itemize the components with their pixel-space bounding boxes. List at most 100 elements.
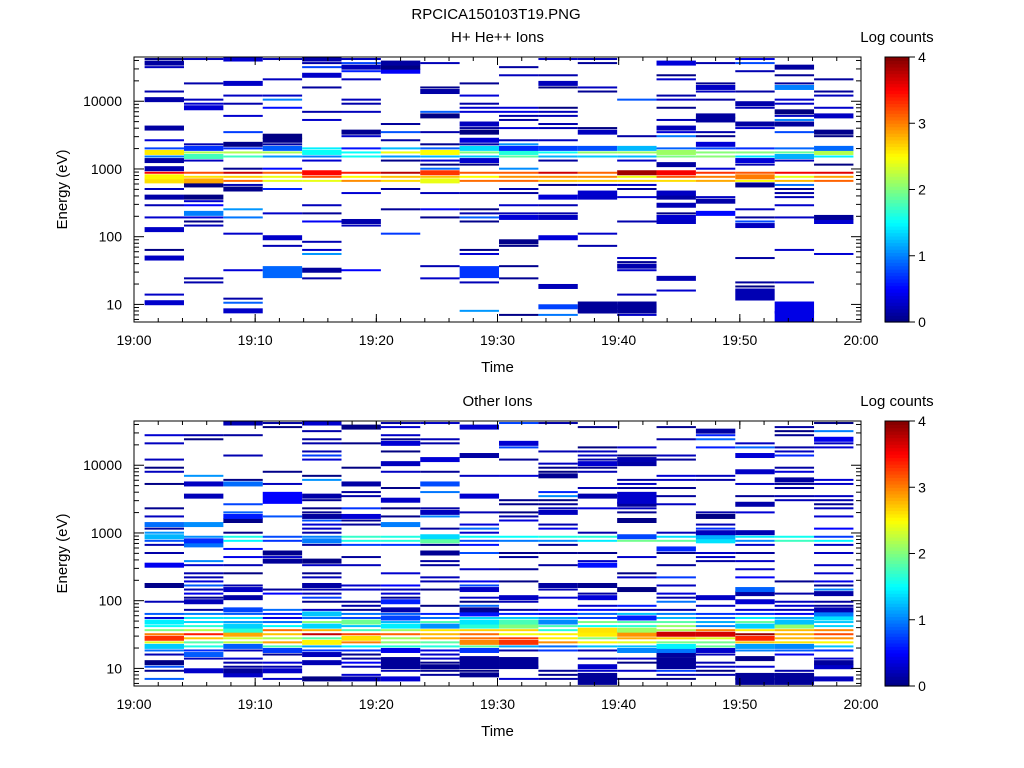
heatmap-cell <box>302 159 342 162</box>
heatmap-cell <box>341 110 381 113</box>
heatmap-cell <box>459 493 500 499</box>
heatmap-cell <box>183 204 224 207</box>
heatmap-cell <box>223 183 263 186</box>
heatmap-cell <box>380 187 421 190</box>
panel-2: Other Ions 19:00 19:10 19:20 19:30 19:40 19:50… <box>54 393 934 740</box>
heatmap-cell <box>814 482 854 485</box>
heatmap-cell <box>183 151 224 154</box>
heatmap-cell <box>380 470 421 473</box>
heatmap-cell <box>814 149 854 155</box>
heatmap-cell <box>144 66 184 69</box>
colorbar-segment <box>885 497 909 502</box>
heatmap-patch <box>656 657 696 670</box>
colorbar-segment <box>885 589 909 594</box>
colorbar-segment <box>885 76 909 81</box>
heatmap-cell <box>774 121 815 127</box>
heatmap-cell <box>656 289 696 292</box>
heatmap-cell <box>814 625 854 628</box>
heatmap-cell <box>341 98 381 101</box>
heatmap-cell <box>695 511 736 514</box>
heatmap-cell <box>617 604 657 607</box>
heatmap-patch <box>459 266 500 279</box>
heatmap-cell <box>814 551 854 554</box>
heatmap-cell <box>262 608 303 611</box>
heatmap-cell <box>223 57 263 62</box>
colorbar-segment <box>885 60 909 65</box>
heatmap-cell <box>223 179 263 182</box>
heatmap-cell <box>223 672 263 678</box>
heatmap-cell <box>380 131 421 134</box>
heatmap-cell <box>380 123 421 126</box>
heatmap-cell <box>262 550 303 556</box>
heatmap-cell <box>302 149 342 155</box>
heatmap-cell <box>577 608 618 611</box>
heatmap-cell <box>302 558 342 564</box>
heatmap-cell <box>695 198 736 204</box>
colorbar-label: Log counts <box>860 29 933 46</box>
heatmap-cell <box>499 118 539 121</box>
colorbar-segment <box>885 467 909 472</box>
heatmap-cell <box>814 478 854 481</box>
heatmap-cell <box>302 527 342 530</box>
heatmap-cell <box>459 129 500 135</box>
heatmap-cell <box>814 649 854 652</box>
heatmap-cell <box>144 147 184 150</box>
heatmap-cell <box>538 625 578 628</box>
heatmap-cell <box>656 621 696 624</box>
heatmap-cell <box>617 135 657 138</box>
heatmap-cell <box>774 109 815 115</box>
heatmap-cell <box>774 183 815 186</box>
heatmap-cell <box>223 186 263 192</box>
heatmap-cell <box>183 576 224 579</box>
heatmap-cell <box>420 616 460 619</box>
heatmap-cell <box>695 616 736 619</box>
heatmap-cell <box>656 155 696 158</box>
colorbar-segment <box>885 272 909 277</box>
heatmap-cell <box>302 637 342 640</box>
heatmap-cell <box>459 639 500 645</box>
heatmap-cell <box>420 208 460 211</box>
heatmap-cell <box>656 426 696 429</box>
heatmap-cell <box>223 478 263 481</box>
heatmap-cell <box>341 58 381 61</box>
heatmap-cell <box>459 619 500 625</box>
heatmap-cell <box>617 501 657 507</box>
heatmap-cell <box>617 183 657 186</box>
heatmap-cell <box>695 534 736 540</box>
heatmap-cell <box>577 627 618 633</box>
heatmap-cell <box>577 232 618 235</box>
colorbar-segment <box>885 159 909 164</box>
heatmap-cell <box>420 657 460 660</box>
heatmap-cell <box>341 495 381 498</box>
colorbar-segment <box>885 440 909 445</box>
heatmap-cell <box>695 604 736 607</box>
heatmap-cell <box>183 596 224 599</box>
heatmap-cell <box>420 192 460 195</box>
heatmap-cell <box>538 470 578 473</box>
heatmap-cell <box>656 190 696 196</box>
heatmap-cell <box>617 159 657 162</box>
heatmap-cell <box>144 300 184 306</box>
heatmap-cell <box>144 194 184 200</box>
heatmap-cell <box>262 641 303 644</box>
heatmap-cell <box>223 612 263 615</box>
heatmap-cell <box>183 625 224 628</box>
heatmap-cell <box>735 147 775 150</box>
heatmap-cell <box>735 635 775 641</box>
heatmap-cell <box>341 612 381 615</box>
heatmap-cell <box>538 527 578 530</box>
heatmap-cell <box>774 669 815 672</box>
heatmap-cell <box>302 66 342 69</box>
heatmap-cell <box>538 523 578 526</box>
heatmap-cell <box>420 422 460 425</box>
heatmap-cell <box>420 86 460 89</box>
heatmap-cell <box>262 668 303 674</box>
heatmap-cell <box>656 131 696 134</box>
heatmap-cell <box>538 669 578 672</box>
heatmap-cell <box>223 141 263 147</box>
heatmap-cell <box>695 90 736 93</box>
heatmap-cell <box>695 141 736 147</box>
heatmap-cell <box>459 604 500 607</box>
heatmap-cell <box>814 621 854 624</box>
heatmap-cell <box>695 551 736 554</box>
